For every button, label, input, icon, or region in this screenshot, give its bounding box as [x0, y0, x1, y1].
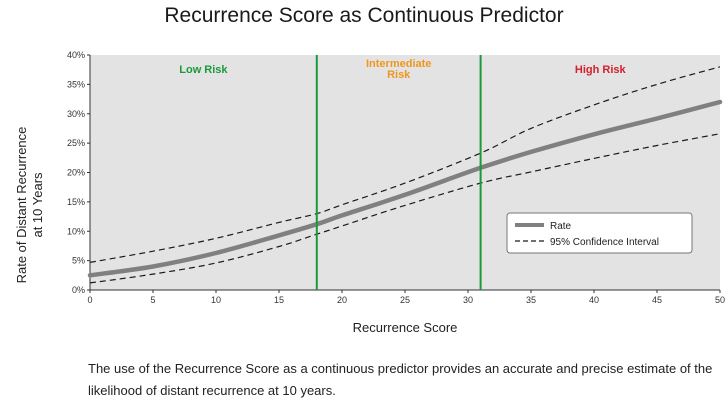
y-tick-label: 20%	[67, 168, 85, 178]
x-tick-label: 10	[211, 295, 221, 305]
x-tick-label: 40	[589, 295, 599, 305]
y-tick-label: 40%	[67, 50, 85, 60]
x-tick-label: 5	[150, 295, 155, 305]
x-tick-label: 25	[400, 295, 410, 305]
footnote-text: The use of the Recurrence Score as a con…	[88, 361, 713, 398]
y-tick-label: 10%	[67, 226, 85, 236]
y-tick-label: 25%	[67, 138, 85, 148]
zone-label-3: High Risk	[575, 64, 627, 76]
x-tick-label: 20	[337, 295, 347, 305]
x-tick-label: 35	[526, 295, 536, 305]
ci-upper-line	[89, 66, 721, 263]
x-tick-label: 45	[652, 295, 662, 305]
y-tick-label: 35%	[67, 79, 85, 89]
y-tick-label: 5%	[72, 256, 85, 266]
y-tick-label: 30%	[67, 109, 85, 119]
y-tick-label: 0%	[72, 285, 85, 295]
zone-label-1: Low Risk	[179, 64, 228, 76]
legend-box	[506, 212, 693, 254]
x-tick-label: 30	[463, 295, 473, 305]
legend-rate-label: Rate	[550, 221, 572, 232]
rate-line	[87, 99, 723, 278]
plot-background	[90, 55, 720, 290]
zone-label-2-line-1: Intermediate	[366, 58, 431, 70]
x-tick-label: 50	[715, 295, 725, 305]
ci-lower-line	[89, 133, 721, 284]
zone-label-2-line-2: Risk	[387, 69, 411, 81]
x-tick-label: 15	[274, 295, 284, 305]
chart-title: Recurrence Score as Continuous Predictor	[164, 4, 564, 27]
x-tick-label: 0	[87, 295, 92, 305]
y-tick-label: 15%	[67, 197, 85, 207]
legend-ci-label: 95% Confidence Interval	[550, 237, 659, 248]
x-axis-label: Recurrence Score	[352, 320, 458, 335]
